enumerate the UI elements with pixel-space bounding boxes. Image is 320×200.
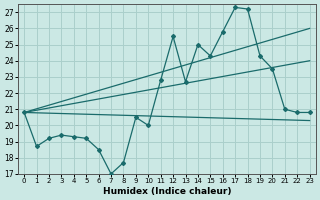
X-axis label: Humidex (Indice chaleur): Humidex (Indice chaleur) (103, 187, 231, 196)
